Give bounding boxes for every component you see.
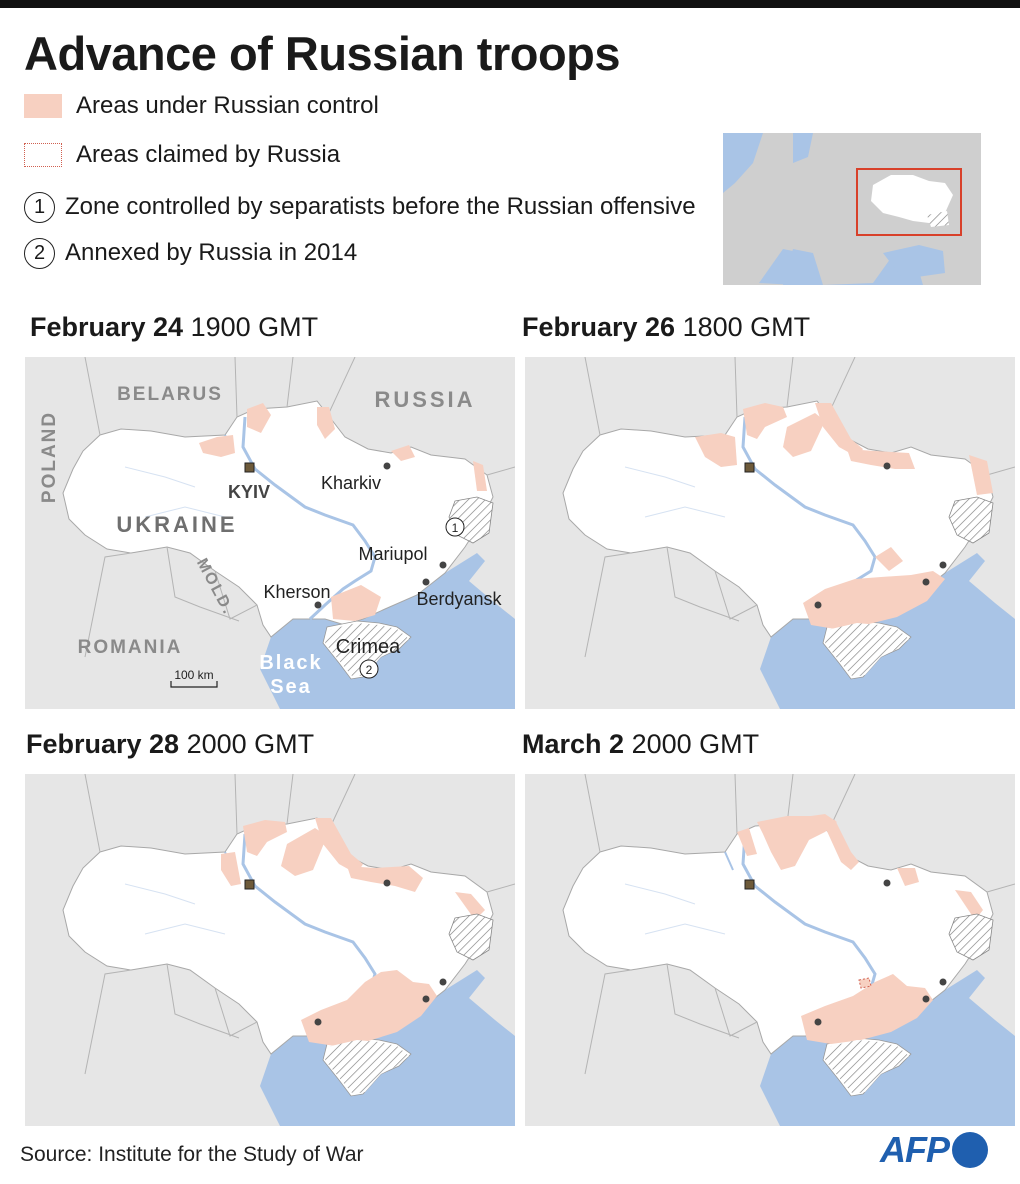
claimed-swatch: [24, 143, 62, 167]
afp-logo: AFP: [880, 1129, 988, 1170]
panel-3-title: February 28 2000 GMT: [26, 729, 314, 760]
legend-zone2-label: Annexed by Russia in 2014: [65, 239, 358, 266]
mariupol-label: Mariupol: [358, 544, 427, 564]
berdyansk-marker: [422, 578, 430, 586]
map-feb-28: [25, 774, 515, 1126]
panel-1-time: 1900 GMT: [190, 312, 319, 342]
control-swatch: [24, 94, 62, 118]
legend-zone1-label: Zone controlled by separatists before th…: [65, 193, 696, 220]
scale-label: 100 km: [174, 668, 213, 682]
kyiv-label: KYIV: [228, 482, 270, 502]
panel-2-title: February 26 1800 GMT: [522, 312, 810, 343]
zone1-number: 1: [24, 191, 55, 223]
map-mar-2: [525, 774, 1015, 1126]
scale-bar: [170, 681, 218, 688]
panel-4-title: March 2 2000 GMT: [522, 729, 759, 760]
panel-3-time: 2000 GMT: [186, 729, 315, 759]
kharkiv-label: Kharkiv: [321, 473, 381, 493]
map-feb-26: [525, 357, 1015, 709]
ukraine-label: UKRAINE: [116, 512, 237, 537]
panel-1-date: February 24: [30, 312, 184, 342]
inset-highlight-box: [856, 168, 962, 236]
afp-logo-dot: [952, 1132, 988, 1168]
romania-label: ROMANIA: [78, 637, 183, 658]
afp-logo-text: AFP: [880, 1129, 950, 1170]
legend-claimed-label: Areas claimed by Russia: [76, 141, 341, 168]
zone2-number: 2: [24, 237, 55, 269]
crimea-label: Crimea: [336, 636, 401, 658]
legend-control: Areas under Russian control: [24, 89, 379, 123]
legend-claimed: Areas claimed by Russia: [24, 138, 340, 172]
zone2-map-marker: 2: [366, 663, 373, 677]
panel-3-date: February 28: [26, 729, 180, 759]
russia-label: RUSSIA: [374, 387, 475, 412]
country-labels: BELARUS RUSSIA POLAND UKRAINE MOLD. ROMA…: [39, 384, 475, 658]
panel-4-date: March 2: [522, 729, 625, 759]
kharkiv-marker: [383, 462, 391, 470]
top-rule: [0, 0, 1020, 8]
panel-2-date: February 26: [522, 312, 676, 342]
berdyansk-label: Berdyansk: [416, 589, 502, 609]
mariupol-marker: [439, 561, 447, 569]
legend-zone2: 2 Annexed by Russia in 2014: [24, 236, 357, 270]
legend-zone1: 1 Zone controlled by separatists before …: [24, 190, 696, 224]
map-feb-24: BELARUS RUSSIA POLAND UKRAINE MOLD. ROMA…: [25, 357, 515, 709]
locator-inset-map: [723, 133, 981, 285]
panel-4-time: 2000 GMT: [631, 729, 760, 759]
kherson-marker: [314, 601, 322, 609]
source-note: Source: Institute for the Study of War: [20, 1143, 364, 1166]
kherson-label: Kherson: [263, 582, 330, 602]
legend-control-label: Areas under Russian control: [76, 92, 379, 119]
page-title: Advance of Russian troops: [24, 27, 621, 80]
black-sea-label-2: Sea: [270, 676, 312, 698]
panel-2-time: 1800 GMT: [682, 312, 811, 342]
black-sea-label-1: Black: [259, 652, 322, 674]
zone1-map-marker: 1: [452, 521, 459, 535]
panel-1-title: February 24 1900 GMT: [30, 312, 318, 343]
kyiv-marker: [244, 462, 255, 473]
belarus-label: BELARUS: [117, 384, 223, 405]
poland-label: POLAND: [39, 411, 60, 503]
